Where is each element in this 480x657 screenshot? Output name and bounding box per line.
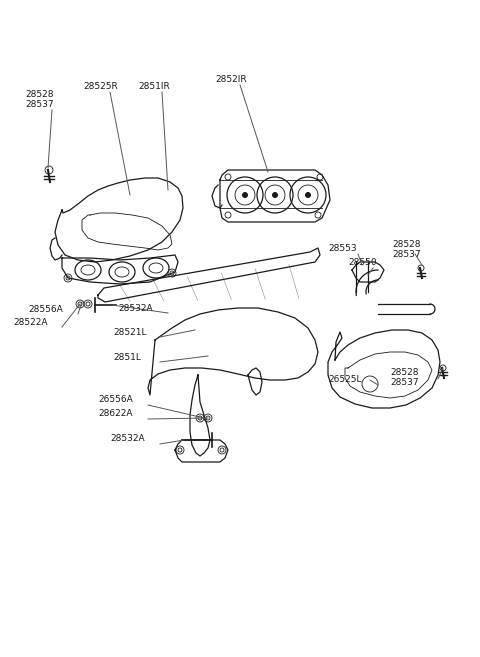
Text: 28528
28537: 28528 28537 <box>25 90 54 110</box>
Text: 28532A: 28532A <box>110 434 144 443</box>
Text: 2851IR: 2851IR <box>138 82 170 91</box>
Text: 28532A: 28532A <box>118 304 153 313</box>
Text: 2852IR: 2852IR <box>215 75 247 84</box>
Text: 28522A: 28522A <box>13 318 48 327</box>
Text: 28521L: 28521L <box>113 328 146 337</box>
Text: 28528
28537: 28528 28537 <box>392 240 420 260</box>
Circle shape <box>242 192 248 198</box>
Text: 28556A: 28556A <box>28 305 63 314</box>
Text: 28622A: 28622A <box>98 409 132 418</box>
Text: 28550: 28550 <box>348 258 377 267</box>
Text: 28525R: 28525R <box>83 82 118 91</box>
Circle shape <box>272 192 278 198</box>
Circle shape <box>305 192 311 198</box>
Text: 26556A: 26556A <box>98 395 133 404</box>
Text: 2851L: 2851L <box>113 353 141 362</box>
Text: 28553: 28553 <box>328 244 357 253</box>
Text: 26525L: 26525L <box>328 375 361 384</box>
Text: 28528
28537: 28528 28537 <box>390 368 419 388</box>
